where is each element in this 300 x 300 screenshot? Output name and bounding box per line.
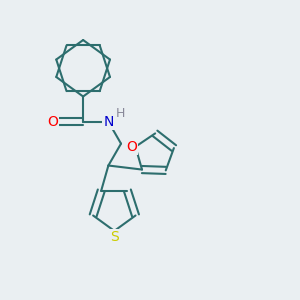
Text: O: O [127,140,137,154]
Text: H: H [116,107,125,120]
Text: S: S [110,230,119,244]
Text: N: N [103,115,114,129]
Text: O: O [47,115,58,129]
